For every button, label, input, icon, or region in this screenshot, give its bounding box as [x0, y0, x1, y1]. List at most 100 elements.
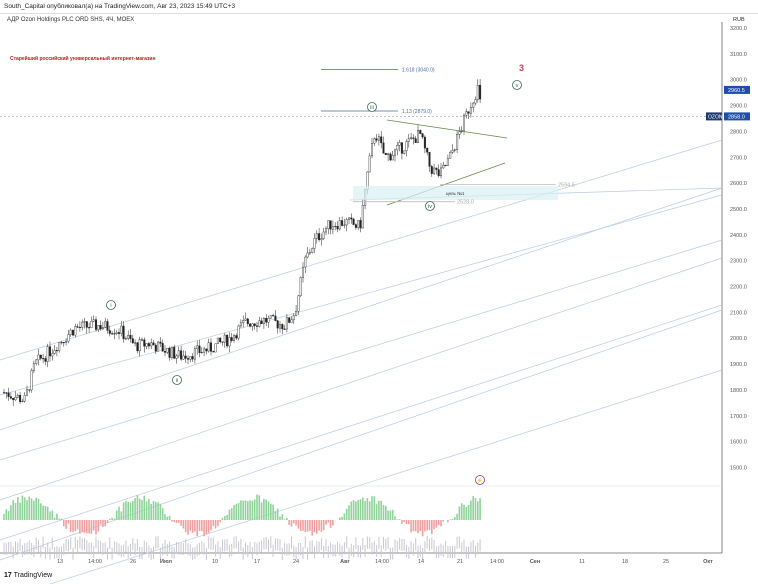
indicator-bar [194, 520, 196, 532]
indicator-bar [196, 520, 198, 537]
indicator-bar [226, 515, 228, 520]
volume-bar [412, 543, 414, 556]
trend-line[interactable] [0, 239, 723, 461]
indicator-bar [203, 520, 205, 537]
indicator-bar [67, 520, 70, 524]
volume-bar [463, 539, 465, 552]
volume-bar [325, 539, 327, 552]
candle [26, 389, 29, 396]
candle [246, 318, 249, 325]
volume-bar [268, 539, 269, 552]
indicator-bar [14, 502, 17, 520]
trend-line[interactable] [0, 139, 723, 361]
volume-bar [49, 547, 51, 560]
currency-label: RUB [733, 17, 745, 23]
indicator-bar [184, 520, 187, 533]
candle [106, 321, 109, 331]
candle [419, 130, 422, 134]
indicator-bar [343, 513, 346, 520]
candle [44, 358, 47, 362]
indicator-bar [76, 520, 79, 530]
volume-bar [67, 539, 69, 552]
indicator-bar [210, 520, 212, 531]
volume-bar [150, 547, 152, 560]
indicator-bar [460, 503, 463, 520]
candle [318, 233, 321, 241]
candle [239, 322, 242, 327]
volume-bar [449, 546, 451, 559]
indicator-bar [437, 520, 440, 526]
volume-bar [304, 536, 306, 549]
y-tick-label: 2800.0 [730, 129, 747, 135]
volume-bar [357, 545, 359, 558]
indicator-bar [37, 498, 40, 520]
volume-bar [380, 545, 382, 558]
indicator-bar [3, 514, 5, 520]
candle [152, 342, 155, 346]
wave-marker[interactable] [106, 300, 116, 310]
indicator-bar [435, 520, 438, 528]
volume-bar [118, 543, 120, 556]
lightning-event-icon[interactable] [475, 475, 485, 485]
indicator-bar [247, 501, 249, 520]
volume-bar [224, 539, 226, 552]
trend-line[interactable] [0, 309, 723, 561]
indicator-bar [217, 520, 219, 527]
candle [184, 355, 187, 359]
candle [14, 397, 17, 401]
volume-bar [265, 537, 267, 550]
trend-line[interactable] [0, 257, 723, 501]
trend-line[interactable] [0, 369, 723, 584]
volume-bar [159, 547, 161, 560]
volume-bar [199, 543, 200, 556]
triangle-upper-line[interactable] [386, 119, 508, 139]
wave-marker[interactable] [172, 375, 182, 385]
volume-bar [435, 546, 437, 559]
volume-bar [261, 540, 263, 553]
volume-bar [180, 542, 182, 555]
wave-marker[interactable] [367, 102, 377, 112]
indicator-bar [35, 497, 37, 520]
candle [60, 342, 63, 344]
candle [94, 319, 97, 330]
candle [283, 328, 286, 330]
target-zone[interactable] [353, 186, 558, 200]
candle [108, 330, 111, 334]
volume-bar [222, 539, 223, 552]
indicator-bar [270, 503, 272, 520]
indicator-bar [299, 520, 302, 532]
indicator-bar [189, 520, 192, 531]
wave-marker[interactable] [425, 201, 435, 211]
x-tick-label: Сен [530, 559, 540, 565]
indicator-bar [95, 520, 97, 535]
indicator-bar [286, 518, 288, 520]
volume-bar [334, 544, 336, 557]
candle [446, 158, 449, 166]
candle [423, 136, 426, 149]
wave-marker[interactable] [512, 80, 522, 90]
volume-bar [454, 545, 456, 558]
y-tick-label: 1600.0 [730, 440, 747, 446]
trend-line[interactable] [0, 194, 723, 396]
volume-bar [472, 540, 474, 553]
indicator-bar [201, 520, 203, 532]
volume-bar [417, 546, 419, 559]
volume-bar [387, 537, 389, 550]
volume-bar [288, 543, 290, 556]
candle [163, 351, 166, 353]
volume-bar [44, 546, 46, 559]
volume-bar [212, 537, 214, 550]
indicator-bar [447, 520, 449, 523]
price-tag [724, 85, 750, 94]
volume-bar [201, 541, 203, 554]
candle [297, 295, 300, 312]
indicator-bar [431, 520, 433, 535]
indicator-bar [72, 520, 74, 532]
y-tick-label: 2200.0 [730, 285, 747, 291]
trend-line[interactable] [0, 304, 723, 541]
volume-bar [47, 542, 49, 555]
candle [143, 339, 146, 347]
volume-bar [65, 538, 67, 551]
volume-bar [293, 545, 295, 558]
